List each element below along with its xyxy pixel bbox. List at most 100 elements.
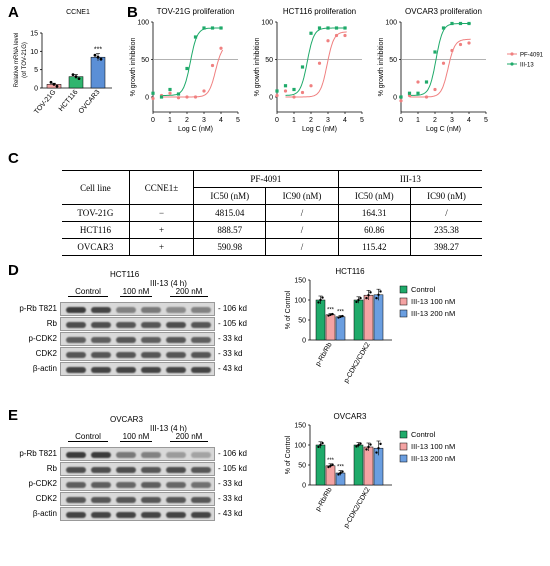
blot-lane-label: 200 nM <box>170 432 208 442</box>
blot-row-label: Rb <box>46 319 57 328</box>
y-axis-label: % growth inhibition <box>254 38 261 97</box>
legend-marker <box>510 52 514 56</box>
data-point <box>375 296 378 300</box>
table-cell: / <box>265 221 339 239</box>
blot-band <box>66 337 86 343</box>
blot-lane-label: 100 nM <box>120 287 152 297</box>
data-point <box>74 75 78 79</box>
x-tick-label: 2 <box>433 117 437 124</box>
significance-label: *** <box>337 310 345 316</box>
dose-response-chart: TOV-21G proliferation 0 50 100 0 1 2 3 4 5 Log C (… <box>130 7 240 133</box>
iii-13-point <box>458 21 463 26</box>
data-point <box>379 290 382 293</box>
pf-4091-point <box>433 87 437 92</box>
panel-e-bar-chart: OVCAR3 0 50 100 150% of Control ****** p-Rb/Rb… <box>285 412 455 529</box>
data-point <box>367 445 370 449</box>
data-point <box>375 451 378 454</box>
blot-band <box>191 322 211 328</box>
blot-band <box>66 467 86 473</box>
bar <box>90 56 106 89</box>
blot-band <box>91 467 111 473</box>
y-tick-label: 100 <box>294 443 306 450</box>
data-point <box>341 314 344 318</box>
pf-4091-point <box>193 95 198 99</box>
pf-4091-point <box>292 95 296 99</box>
x-tick-label: 1 <box>292 117 296 124</box>
blot-cell-line: OVCAR3 <box>110 415 143 424</box>
blot-band <box>166 307 186 313</box>
blot-band <box>116 497 136 503</box>
iii-13-point <box>416 91 420 95</box>
ic-table: Cell line CCNE1± PF-4091 III-13 IC50 (nM… <box>62 170 482 256</box>
x-tick-label: 0 <box>151 117 155 124</box>
blot-row-label: β-actin <box>32 364 57 373</box>
data-point <box>379 442 382 446</box>
data-point <box>339 315 342 318</box>
x-tick-label: p-Rb/Rb <box>315 486 334 512</box>
table-cell: / <box>265 238 339 256</box>
panel-letter-c: C <box>8 150 19 167</box>
blot-strip <box>60 507 215 521</box>
y-tick-label: 100 <box>385 20 397 27</box>
iii-13-point <box>283 84 288 88</box>
x-tick-label: 0 <box>275 117 279 124</box>
bar <box>325 314 336 341</box>
table-cell: + <box>128 221 194 239</box>
blot-band <box>166 512 186 518</box>
iii-13-point <box>407 91 412 95</box>
blot-row-label: p-Rb T821 <box>19 304 57 313</box>
x-tick-label: 2 <box>185 117 189 124</box>
data-point <box>359 442 362 445</box>
x-tick-label: HCT116 <box>58 89 80 113</box>
x-axis-label: Log C (nM) <box>426 126 461 133</box>
blot-band <box>66 482 86 488</box>
legend-swatch <box>399 285 408 294</box>
pf-4091-point <box>210 63 215 68</box>
panel-e-western-blot: OVCAR3 III-13 (4 h) Control 100 nM 200 nM p-R… <box>0 415 275 525</box>
blot-band <box>116 482 136 488</box>
th-iii: III-13 <box>337 170 482 188</box>
data-point <box>365 448 368 451</box>
x-tick-label: 3 <box>450 117 454 124</box>
blot-band <box>141 307 161 313</box>
data-point <box>377 447 380 450</box>
blot-row-label: β-actin <box>32 509 57 518</box>
data-point <box>71 73 75 77</box>
table-row: HCT116 + 888.57 / 60.86 235.38 <box>62 221 482 239</box>
blot-row-label: Rb <box>46 464 57 473</box>
legend-marker <box>510 62 514 66</box>
table-cell: 164.31 <box>337 204 411 222</box>
x-axis-label: Log C (nM) <box>178 126 213 133</box>
blot-band <box>191 452 211 458</box>
data-point <box>321 441 324 445</box>
dose-response-chart: OVCAR3 proliferation 0 50 100 0 1 2 3 4 5 Log C (n… <box>378 7 488 133</box>
iii-13-point <box>176 92 181 96</box>
blot-band <box>141 512 161 518</box>
y-tick-label: 0 <box>34 86 38 93</box>
y-tick-label: 50 <box>298 318 306 325</box>
data-point <box>369 443 372 446</box>
blot-band <box>141 497 161 503</box>
data-point <box>49 80 53 84</box>
table-cell: 398.27 <box>409 238 482 256</box>
blot-band <box>116 512 136 518</box>
blot-row-label: p-CDK2 <box>28 479 57 488</box>
iii-13-point <box>334 26 339 30</box>
dose-response-chart: HCT116 proliferation 0 50 100 0 1 2 3 4 5 Log C (n… <box>254 7 364 133</box>
y-tick-label: 50 <box>141 57 149 64</box>
blot-band <box>91 322 111 328</box>
x-tick-label: 3 <box>326 117 330 124</box>
blot-kd-label: - 105 kd <box>218 464 247 473</box>
bar <box>335 316 346 341</box>
pf-4091-point <box>467 41 471 45</box>
iii-13-point <box>317 26 322 30</box>
panel-letter-d: D <box>8 262 19 279</box>
y-tick-label: 50 <box>265 57 273 64</box>
blot-band <box>191 482 211 488</box>
blot-band <box>141 467 161 473</box>
legend-label: III-13 100 nM <box>411 442 455 451</box>
chart-title: CCNE1 <box>66 9 90 16</box>
pf-4091-point <box>168 91 172 95</box>
x-tick-label: 1 <box>416 117 420 124</box>
